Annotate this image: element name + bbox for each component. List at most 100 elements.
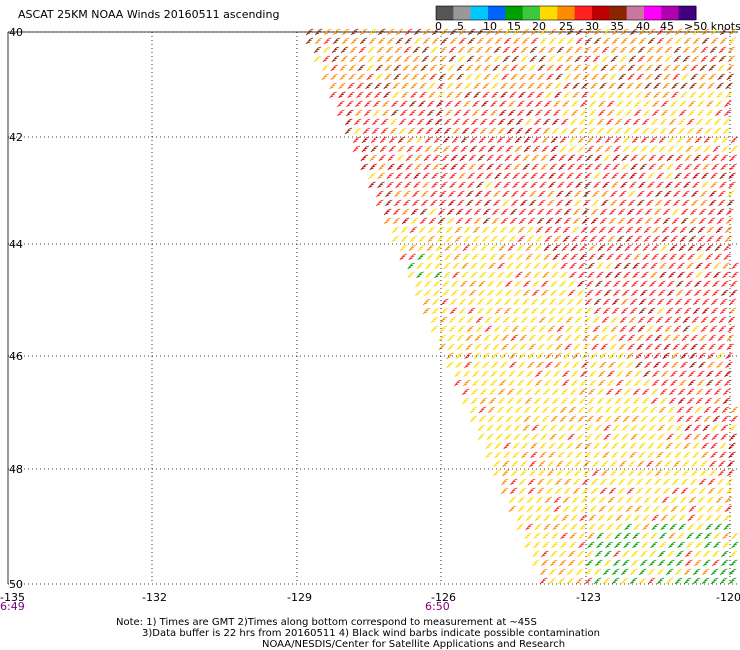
wind-barb (380, 127, 389, 135)
wind-barb (545, 487, 554, 495)
wind-barb (562, 379, 570, 387)
legend-swatch (488, 6, 506, 20)
wind-barb (522, 424, 531, 432)
wind-barb (622, 415, 631, 423)
wind-barb (475, 316, 484, 324)
wind-barb (725, 82, 733, 90)
wind-barb (441, 163, 449, 171)
wind-barb (379, 145, 388, 153)
wind-barb (650, 541, 658, 549)
wind-barb (494, 307, 503, 315)
wind-barb (670, 109, 678, 117)
wind-barb (401, 91, 409, 99)
wind-barb (399, 253, 407, 261)
wind-barb (692, 298, 701, 306)
wind-barb (640, 550, 648, 558)
wind-barb (419, 208, 428, 216)
wind-barb (602, 451, 610, 459)
wind-barb (593, 568, 602, 576)
wind-barb (355, 109, 363, 117)
wind-barb (542, 388, 551, 396)
wind-barb (592, 469, 600, 477)
wind-barb (694, 136, 703, 144)
wind-barb (697, 496, 706, 504)
wind-barb (550, 415, 559, 423)
wind-barb (446, 208, 455, 216)
wind-barb (620, 181, 628, 189)
wind-barb (631, 289, 639, 297)
wind-barb (553, 100, 561, 108)
wind-barb (629, 442, 637, 450)
wind-barb (727, 190, 735, 198)
wind-barb (321, 73, 329, 81)
wind-barb (577, 550, 585, 558)
wind-barb (418, 109, 426, 117)
wind-barb (614, 271, 622, 279)
wind-barb (590, 82, 598, 90)
wind-barb (632, 118, 641, 126)
wind-barb (557, 577, 566, 585)
wind-barb (508, 370, 516, 378)
wind-barb (689, 487, 698, 495)
wind-barb (487, 145, 496, 153)
wind-barb (529, 199, 537, 207)
wind-barb (696, 253, 704, 261)
wind-barb (671, 361, 679, 369)
wind-barb (458, 181, 466, 189)
wind-barb (589, 109, 597, 117)
wind-barb (590, 478, 599, 486)
wind-barb (622, 406, 631, 414)
wind-barb (727, 325, 736, 333)
wind-barb (431, 307, 440, 315)
wind-barb (703, 550, 711, 558)
wind-barb (574, 190, 582, 198)
wind-barb (338, 82, 346, 90)
wind-barb (484, 316, 493, 324)
wind-barb (445, 109, 453, 117)
wind-barb (621, 163, 629, 171)
wind-barb (692, 181, 700, 189)
wind-barb (545, 361, 553, 369)
wind-barb (527, 208, 536, 216)
wind-barb (571, 100, 579, 108)
wind-barb (445, 226, 454, 234)
wind-barb (698, 217, 707, 225)
legend-swatch (574, 6, 593, 20)
wind-barb (413, 181, 421, 189)
wind-barb (698, 487, 707, 495)
wind-barb (492, 343, 500, 351)
wind-barb (607, 226, 616, 234)
wind-barb (620, 451, 628, 459)
wind-barb (467, 37, 476, 45)
wind-barb (481, 370, 489, 378)
wind-barb (573, 334, 582, 342)
wind-barb (533, 532, 541, 540)
wind-barb (635, 361, 643, 369)
wind-barb (637, 199, 645, 207)
wind-barb (530, 307, 539, 315)
wind-barb (562, 496, 571, 504)
wind-barb (530, 442, 538, 450)
wind-barb (552, 253, 560, 261)
wind-barb (392, 82, 400, 90)
wind-barb (680, 82, 688, 90)
wind-barb (613, 280, 621, 288)
wind-barb (409, 100, 417, 108)
wind-barb (662, 487, 671, 495)
wind-barb (672, 334, 681, 342)
wind-barb (715, 370, 723, 378)
wind-barb (511, 460, 519, 468)
wind-barb (616, 379, 624, 387)
wind-barb (566, 442, 574, 450)
wind-barb (581, 217, 590, 225)
wind-barb (583, 55, 592, 63)
wind-barb (537, 73, 545, 81)
legend-swatch (661, 6, 680, 20)
wind-barb (357, 73, 365, 81)
wind-barb (628, 46, 637, 54)
wind-barb (455, 82, 463, 90)
wind-barb (486, 424, 495, 432)
wind-barb (595, 289, 603, 297)
wind-barb (475, 46, 484, 54)
wind-barb (640, 406, 649, 414)
